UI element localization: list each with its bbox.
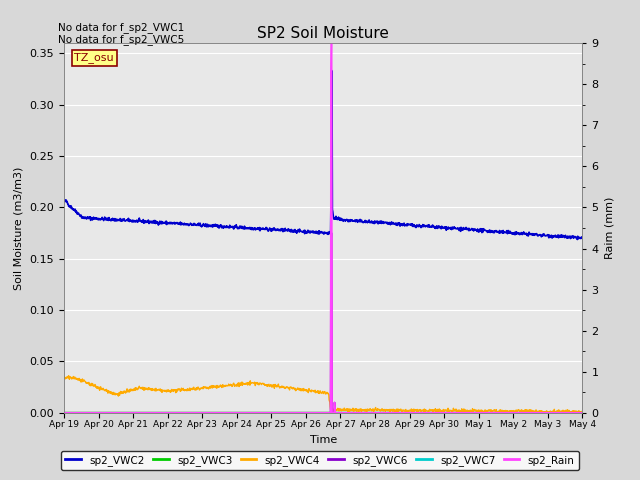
Text: No data for f_sp2_VWC5: No data for f_sp2_VWC5 (58, 34, 184, 45)
X-axis label: Time: Time (310, 435, 337, 445)
Y-axis label: Raim (mm): Raim (mm) (604, 197, 614, 259)
Text: No data for f_sp2_VWC1: No data for f_sp2_VWC1 (58, 22, 184, 33)
Legend: sp2_VWC2, sp2_VWC3, sp2_VWC4, sp2_VWC6, sp2_VWC7, sp2_Rain: sp2_VWC2, sp2_VWC3, sp2_VWC4, sp2_VWC6, … (61, 451, 579, 470)
Title: SP2 Soil Moisture: SP2 Soil Moisture (257, 25, 389, 41)
Text: TZ_osu: TZ_osu (74, 52, 114, 63)
Y-axis label: Soil Moisture (m3/m3): Soil Moisture (m3/m3) (14, 166, 24, 290)
